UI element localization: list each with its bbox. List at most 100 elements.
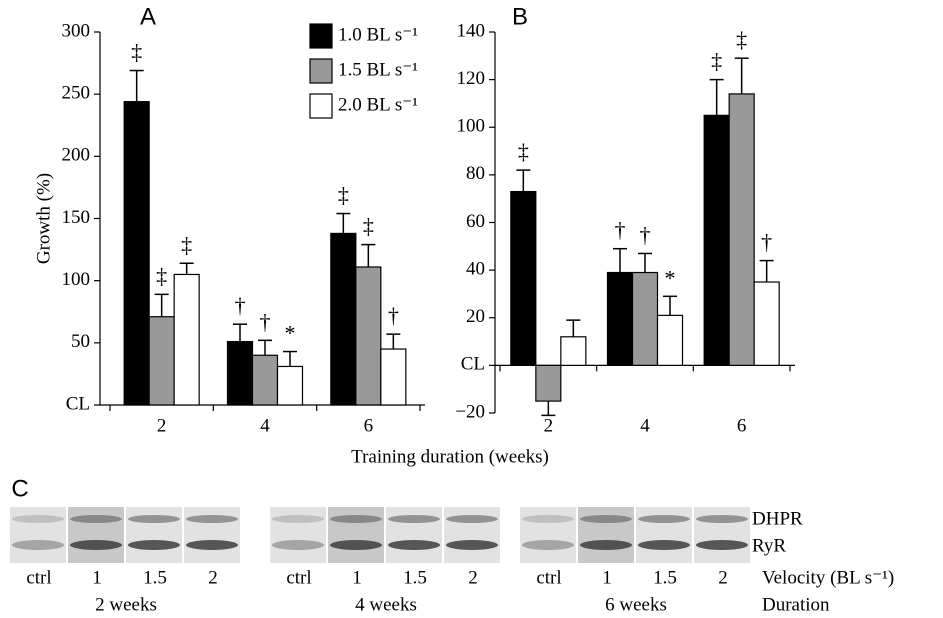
lane-label: 1.5 [653,567,677,588]
lane-label: 1 [352,567,362,588]
error-bar [541,401,555,415]
blot-band [446,515,498,523]
bar [253,355,278,405]
lane-label: ctrl [536,567,561,588]
error-bar [516,170,530,191]
error-bar [735,58,749,94]
bar [511,192,536,366]
bar [561,337,586,366]
blot-band [522,540,574,550]
bar [228,342,253,405]
significance-marker: ‡ [363,214,374,239]
x-tick-label: 2 [157,415,167,436]
x-tick-label: 2 [544,415,554,436]
error-bar [258,340,272,355]
lane-label: 2 [718,567,728,588]
significance-marker: † [640,223,651,248]
y-tick-label: CL [461,354,485,375]
blot-band [580,540,632,550]
significance-marker: † [260,309,271,334]
legend-swatch [310,94,332,118]
duration-label: 4 weeks [355,594,417,615]
error-bar [361,245,375,267]
bar [704,115,729,365]
legend-swatch [310,59,332,83]
y-tick-label: −20 [455,401,485,422]
panel-label: B [512,3,528,30]
significance-marker: † [761,230,772,255]
y-tick-label: 250 [62,83,91,104]
error-bar [638,253,652,272]
bar [608,273,633,366]
blot-band [70,515,122,523]
bar [658,315,683,365]
error-bar [233,324,247,341]
bar [356,267,381,405]
panel-label: A [140,3,156,30]
band-label: DHPR [752,508,803,529]
y-tick-label: 40 [466,258,485,279]
lane-label: ctrl [286,567,311,588]
blot-band [128,515,180,523]
lane-label: 1.5 [143,567,167,588]
legend-label: 1.0 BL s⁻¹ [338,24,418,45]
significance-marker: ‡ [736,27,747,52]
duration-label: 6 weeks [605,594,667,615]
x-tick-label: 6 [364,415,374,436]
blot-band [186,540,238,550]
error-bar [130,71,144,102]
significance-marker: † [615,218,626,243]
y-tick-label: CL [66,393,90,414]
y-tick-label: 120 [457,68,486,89]
y-tick-label: 100 [457,116,486,137]
error-bar [613,249,627,273]
lane-label: ctrl [26,567,51,588]
error-bar [386,334,400,349]
blot-band [70,540,122,550]
row-label: Velocity (BL s⁻¹) [762,567,894,588]
significance-marker: ‡ [518,139,529,164]
y-axis-title: Growth (%) [33,173,54,264]
y-tick-label: 60 [466,211,485,232]
lane-label: 2 [208,567,218,588]
y-tick-label: 80 [466,163,485,184]
blot-band [638,515,690,523]
bar [381,349,406,405]
x-axis-title: Training duration (weeks) [351,446,549,467]
significance-marker: * [285,321,296,346]
blot-band [330,540,382,550]
bar [729,94,754,365]
x-tick-label: 4 [640,415,650,436]
y-tick-label: 300 [62,20,91,41]
blot-band [388,540,440,550]
significance-marker: ‡ [131,40,142,65]
significance-marker: * [665,265,676,290]
bar [331,233,356,405]
x-tick-label: 6 [737,415,747,436]
y-tick-label: 100 [62,269,91,290]
error-bar [663,296,677,315]
legend-label: 2.0 BL s⁻¹ [338,94,418,115]
blot-band [638,540,690,550]
blot-band [330,515,382,523]
blot-band [580,515,632,523]
blot-band [128,540,180,550]
lane-label: 1 [92,567,102,588]
y-tick-label: 200 [62,145,91,166]
row-label: Duration [762,594,830,615]
significance-marker: † [235,293,246,318]
band-label: RyR [752,535,786,556]
lane-label: 1.5 [403,567,427,588]
blot-band [696,515,748,523]
error-bar [283,352,297,367]
figure: ACL50100150200250300Growth (%)Training d… [0,0,943,618]
bar [536,365,561,401]
bar [124,102,149,405]
lane-label: 1 [602,567,612,588]
bar [149,317,174,405]
blot-band [272,515,324,523]
error-bar [566,320,580,337]
bar [174,274,199,405]
y-tick-label: 20 [466,306,485,327]
y-tick-label: 140 [457,20,486,41]
